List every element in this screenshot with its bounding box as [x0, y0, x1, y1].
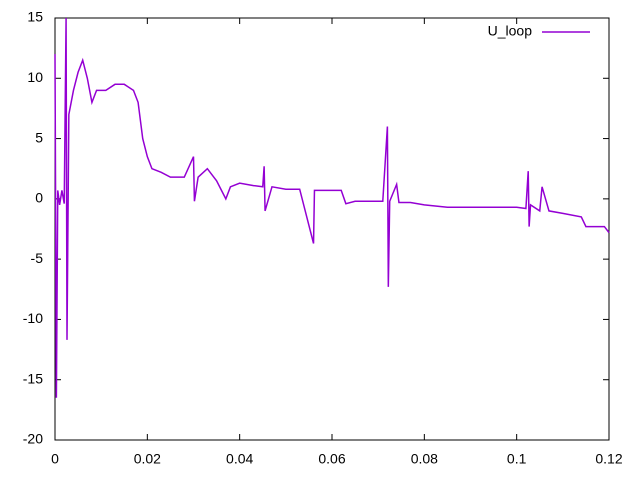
x-tick-label: 0.12: [595, 451, 622, 467]
x-tick-label: 0.1: [507, 451, 527, 467]
x-tick-label: 0: [51, 451, 59, 467]
x-tick-label: 0.08: [411, 451, 438, 467]
y-tick-label: 0: [35, 190, 43, 206]
x-tick-label: 0.06: [318, 451, 345, 467]
x-tick-label: 0.04: [226, 451, 253, 467]
y-tick-label: -15: [23, 370, 43, 386]
data-line: [54, 17, 610, 398]
y-tick-label: -20: [23, 431, 43, 447]
y-tick-label: -10: [23, 310, 43, 326]
y-tick-label: 5: [35, 129, 43, 145]
y-tick-label: 10: [27, 69, 43, 85]
legend-label: U_loop: [488, 23, 533, 39]
plot-frame: [54, 17, 610, 441]
y-tick-label: -5: [31, 250, 44, 266]
y-tick-label: 15: [27, 9, 43, 25]
x-tick-label: 0.02: [134, 451, 161, 467]
